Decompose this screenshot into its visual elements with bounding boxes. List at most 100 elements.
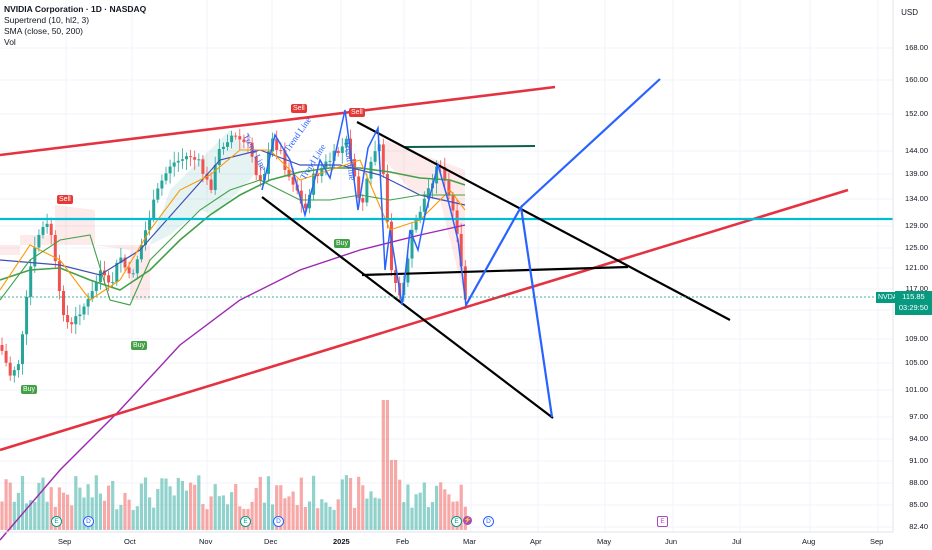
candle-body: [53, 235, 57, 262]
volume-bar: [406, 484, 410, 530]
volume-bar: [279, 485, 283, 530]
candle-body: [176, 160, 180, 163]
candle-body: [16, 364, 20, 371]
candle-body: [258, 175, 262, 181]
supertrend-line: [0, 179, 465, 306]
candle-body: [0, 345, 4, 351]
volume-bar: [61, 492, 66, 530]
volume-bar: [443, 489, 447, 530]
candle-body: [308, 194, 311, 209]
volume-bar: [156, 488, 160, 530]
candle-body: [390, 221, 393, 271]
candle-body: [185, 156, 188, 160]
channel-upper-line: [356, 121, 731, 321]
candle-body: [221, 146, 225, 149]
dividend-event-icon[interactable]: D: [483, 516, 494, 527]
volume-bar: [430, 501, 435, 530]
chart-legend: NVIDIA Corporation · 1D · NASDAQ Supertr…: [4, 4, 146, 48]
candle-body: [57, 261, 61, 291]
volume-bar: [225, 504, 230, 530]
candle-body: [287, 169, 291, 177]
volume-bar: [316, 508, 320, 530]
candle-body: [180, 159, 184, 161]
resistance-trendline: [0, 85, 556, 157]
volume-bar: [422, 482, 426, 530]
currency-label[interactable]: USD: [901, 8, 918, 17]
volume-bar: [402, 502, 406, 530]
volume-bar: [287, 496, 291, 530]
volume-bar: [262, 502, 266, 530]
price-tick: 125.00: [905, 243, 928, 252]
volume-bar: [455, 501, 459, 530]
buy-signal: Buy: [334, 239, 351, 248]
dividend-event-icon[interactable]: D: [273, 516, 284, 527]
volume-bar: [410, 507, 414, 530]
volume-bar: [98, 493, 102, 530]
volume-bar: [148, 497, 152, 530]
price-tick: 88.00: [909, 478, 928, 487]
volume-bar: [258, 476, 262, 530]
projection-down-line: [519, 206, 554, 418]
symbol-title[interactable]: NVIDIA Corporation · 1D · NASDAQ: [4, 4, 147, 14]
volume-bar: [291, 491, 295, 530]
volume-bar: [234, 484, 238, 530]
earnings-event-icon[interactable]: E: [451, 516, 462, 527]
candle-body: [70, 322, 74, 325]
volume-bar: [373, 497, 377, 530]
supertrend-legend[interactable]: Supertrend (10, hl2, 3): [4, 15, 90, 25]
volume-bar: [332, 509, 336, 530]
earnings-event-icon[interactable]: E: [51, 516, 62, 527]
volume-bar: [176, 477, 180, 530]
volume-bar: [221, 495, 225, 530]
volume-bar: [139, 483, 143, 530]
volume-bar: [369, 491, 373, 530]
volume-bar: [4, 479, 8, 530]
buy-signal: Buy: [131, 341, 148, 350]
sma-50-line: [0, 167, 466, 291]
volume-bar: [12, 501, 16, 530]
candle-body: [463, 266, 467, 300]
candle-body: [29, 266, 33, 297]
price-tick: 82.40: [909, 522, 928, 531]
volume-bar: [189, 482, 193, 530]
dividend-event-icon[interactable]: D: [83, 516, 94, 527]
last-price-label: 115.85 03:29:50: [895, 291, 932, 315]
volume-bar: [348, 478, 353, 530]
volume-bar: [152, 507, 156, 530]
volume-bar: [250, 501, 254, 530]
volume-bar: [57, 487, 61, 530]
split-event-icon[interactable]: ⚡: [463, 516, 472, 525]
candle-body: [115, 262, 119, 283]
candle-body: [426, 188, 430, 199]
earnings-event-icon[interactable]: E: [240, 516, 251, 527]
symbol-price-tag: NVDA: [876, 292, 900, 303]
volume-bar: [414, 494, 418, 530]
volume-bar: [111, 480, 115, 530]
sma-legend[interactable]: SMA (close, 50, 200): [4, 26, 83, 36]
candle-body: [49, 223, 53, 236]
candle-body: [86, 299, 90, 307]
volume-bar: [201, 504, 205, 530]
volume-legend[interactable]: Vol: [4, 37, 16, 47]
candle-body: [8, 362, 12, 376]
volume-bar: [303, 506, 307, 530]
volume-bar: [90, 497, 94, 530]
candle-body: [74, 316, 78, 325]
candle-body: [156, 188, 160, 200]
candle-body: [299, 190, 303, 204]
candle-body: [230, 135, 234, 143]
upcoming-earnings-icon[interactable]: E: [657, 516, 668, 527]
candle-body: [62, 290, 65, 316]
candle-body: [21, 334, 24, 365]
candle-body: [328, 160, 332, 162]
candle-body: [111, 282, 115, 284]
candle-body: [4, 350, 8, 363]
volume-bar: [307, 501, 312, 530]
price-tick: 105.00: [905, 358, 928, 367]
bar-countdown: 03:29:50: [898, 303, 929, 312]
volume-bar: [74, 476, 78, 530]
candle-body: [361, 198, 365, 203]
candle-body: [82, 306, 86, 315]
date-tick: Dec: [264, 537, 278, 546]
